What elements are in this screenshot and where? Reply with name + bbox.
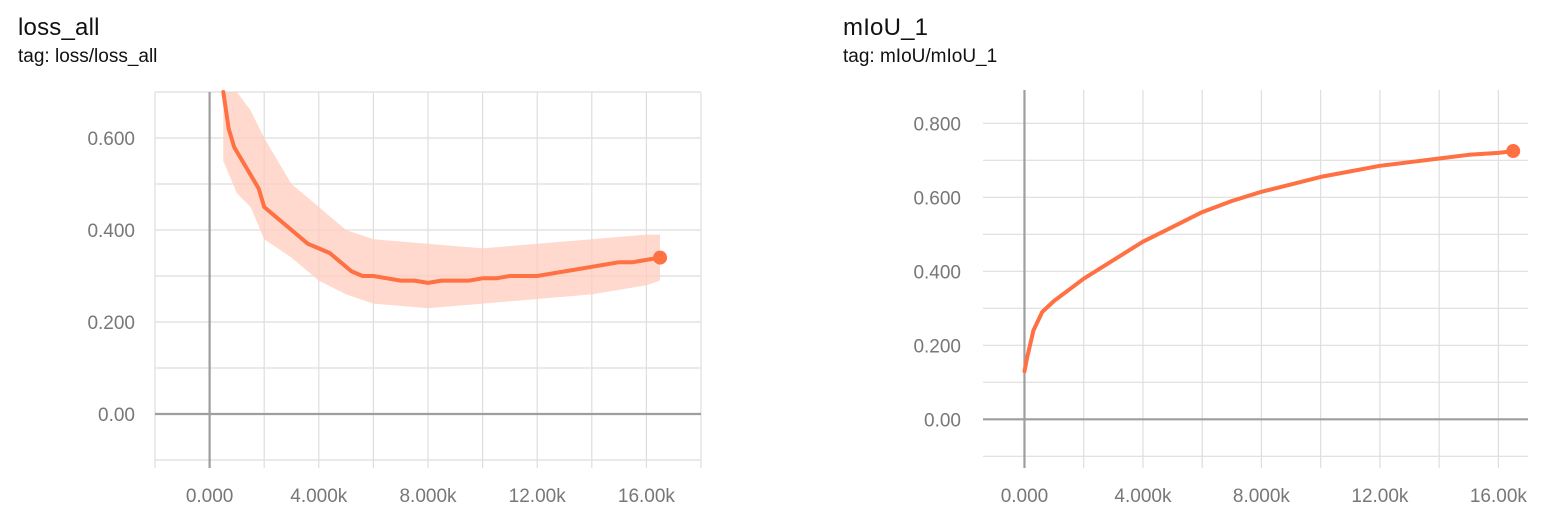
series-line xyxy=(221,90,662,285)
x-tick-label: 4.000k xyxy=(290,486,348,507)
x-tick-label: 8.000k xyxy=(1233,486,1291,507)
last-point-marker xyxy=(1506,144,1521,159)
x-tick-label: 12.00k xyxy=(509,486,567,507)
miou-chart[interactable]: 0.00 0.200 0.400 0.600 0.800 0.000 4.000k 8.000… xyxy=(783,0,1566,510)
chart-tag: tag: loss/loss_all xyxy=(18,46,158,67)
y-tick-label: 0.200 xyxy=(913,336,961,357)
y-tick-label: 0.600 xyxy=(87,129,135,150)
chart-title: loss_all xyxy=(18,14,100,41)
y-tick-label: 0.200 xyxy=(87,313,135,334)
chart-title: mIoU_1 xyxy=(843,14,929,41)
y-tick-label: 0.400 xyxy=(913,262,961,283)
chart-tag: tag: mIoU/mIoU_1 xyxy=(843,46,998,67)
x-tick-label: 16.00k xyxy=(618,486,676,507)
x-tick-label: 12.00k xyxy=(1351,486,1409,507)
x-tick-label: 0.000 xyxy=(1001,486,1049,507)
y-tick-label: 0.00 xyxy=(98,405,135,426)
y-tick-label: 0.00 xyxy=(924,410,961,431)
y-tick-label: 0.600 xyxy=(913,188,961,209)
y-tick-label: 0.400 xyxy=(87,221,135,242)
chart-panel-miou: mIoU_1 tag: mIoU/mIoU_1 0.00 0.200 0.400 0.… xyxy=(783,0,1566,510)
x-tick-label: 4.000k xyxy=(1114,486,1172,507)
series-line xyxy=(1022,149,1516,374)
last-point-marker xyxy=(653,250,668,265)
x-tick-label: 0.000 xyxy=(186,486,234,507)
y-tick-label: 0.800 xyxy=(913,114,961,135)
x-tick-label: 8.000k xyxy=(399,486,457,507)
chart-panel-loss: loss_all tag: loss/loss_all 0.00 0.200 0.4… xyxy=(0,0,783,510)
x-tick-label: 16.00k xyxy=(1470,486,1528,507)
loss-chart[interactable]: 0.00 0.200 0.400 0.600 0.000 4.000k 8.000k 12.0… xyxy=(0,0,783,510)
